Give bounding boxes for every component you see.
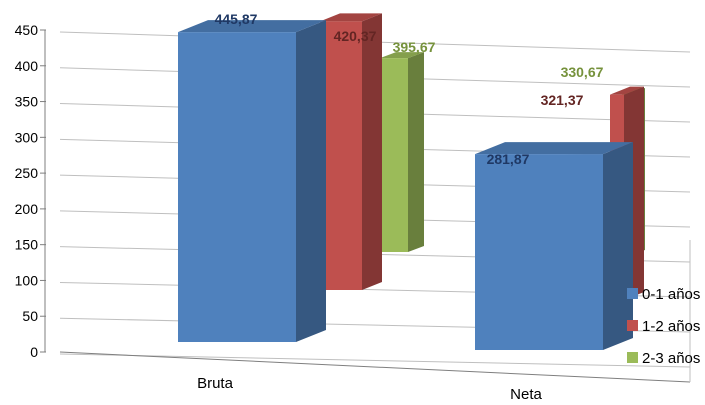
bar-top-face [475,142,633,155]
y-tick-label: 350 [15,94,39,110]
y-tick-label: 0 [30,344,38,360]
legend-label-0-1: 0-1 años [642,286,700,303]
category-label-bruta: Bruta [197,375,234,392]
legend-swatch-2-3 [627,352,638,363]
data-label: 445,87 [215,11,258,27]
legend-item-1-2: 1-2 años [627,318,700,335]
y-axis: 0 50 100 150 200 250 300 350 400 450 [15,22,691,383]
bar-front-face [380,58,408,252]
legend-item-2-3: 2-3 años [627,350,700,367]
x-axis-line [59,351,691,383]
bar-1-2-años-Bruta [320,13,382,290]
legend-label-2-3: 2-3 años [642,350,700,367]
legend-swatch-0-1 [627,288,638,299]
y-tick-label: 200 [15,201,39,217]
y-tick-label: 450 [15,22,39,38]
bar-front-face [475,154,603,350]
data-label: 321,37 [541,92,584,108]
x-axis: Bruta Neta [197,375,542,403]
bar-side-face [296,20,326,342]
bar-top-face [380,52,424,59]
bar-side-face [408,52,424,252]
bar-2-3-años-Bruta [380,52,424,252]
y-tick-label: 250 [15,165,39,181]
bar-side-face [603,142,633,350]
legend-swatch-1-2 [627,320,638,331]
bar-0-1-años-Bruta [178,20,326,342]
bars: 445,87 281,87 420,37 321,37 395,67 330,67 [178,11,645,350]
data-label: 330,67 [561,64,604,80]
y-tick-label: 100 [15,272,39,288]
bar-0-1-años-Neta [475,142,633,350]
y-tick-label: 150 [15,237,39,253]
bar-front-face [178,32,296,342]
bar-front-face [320,21,362,290]
legend-item-0-1: 0-1 años [627,286,700,303]
legend-label-1-2: 1-2 años [642,318,700,335]
gridline [59,353,691,368]
bar-top-face [320,13,382,22]
y-tick-label: 50 [22,308,38,324]
y-tick-label: 300 [15,129,39,145]
bar-side-face [362,13,382,290]
data-label: 281,87 [487,151,530,167]
bar-top-face [610,86,644,95]
y-tick-label: 400 [15,58,39,74]
data-label: 395,67 [393,39,436,55]
legend: 0-1 años 1-2 años 2-3 años [627,286,700,367]
category-label-neta: Neta [510,386,542,403]
bar-top-face [178,20,326,33]
data-label: 420,37 [334,28,377,44]
